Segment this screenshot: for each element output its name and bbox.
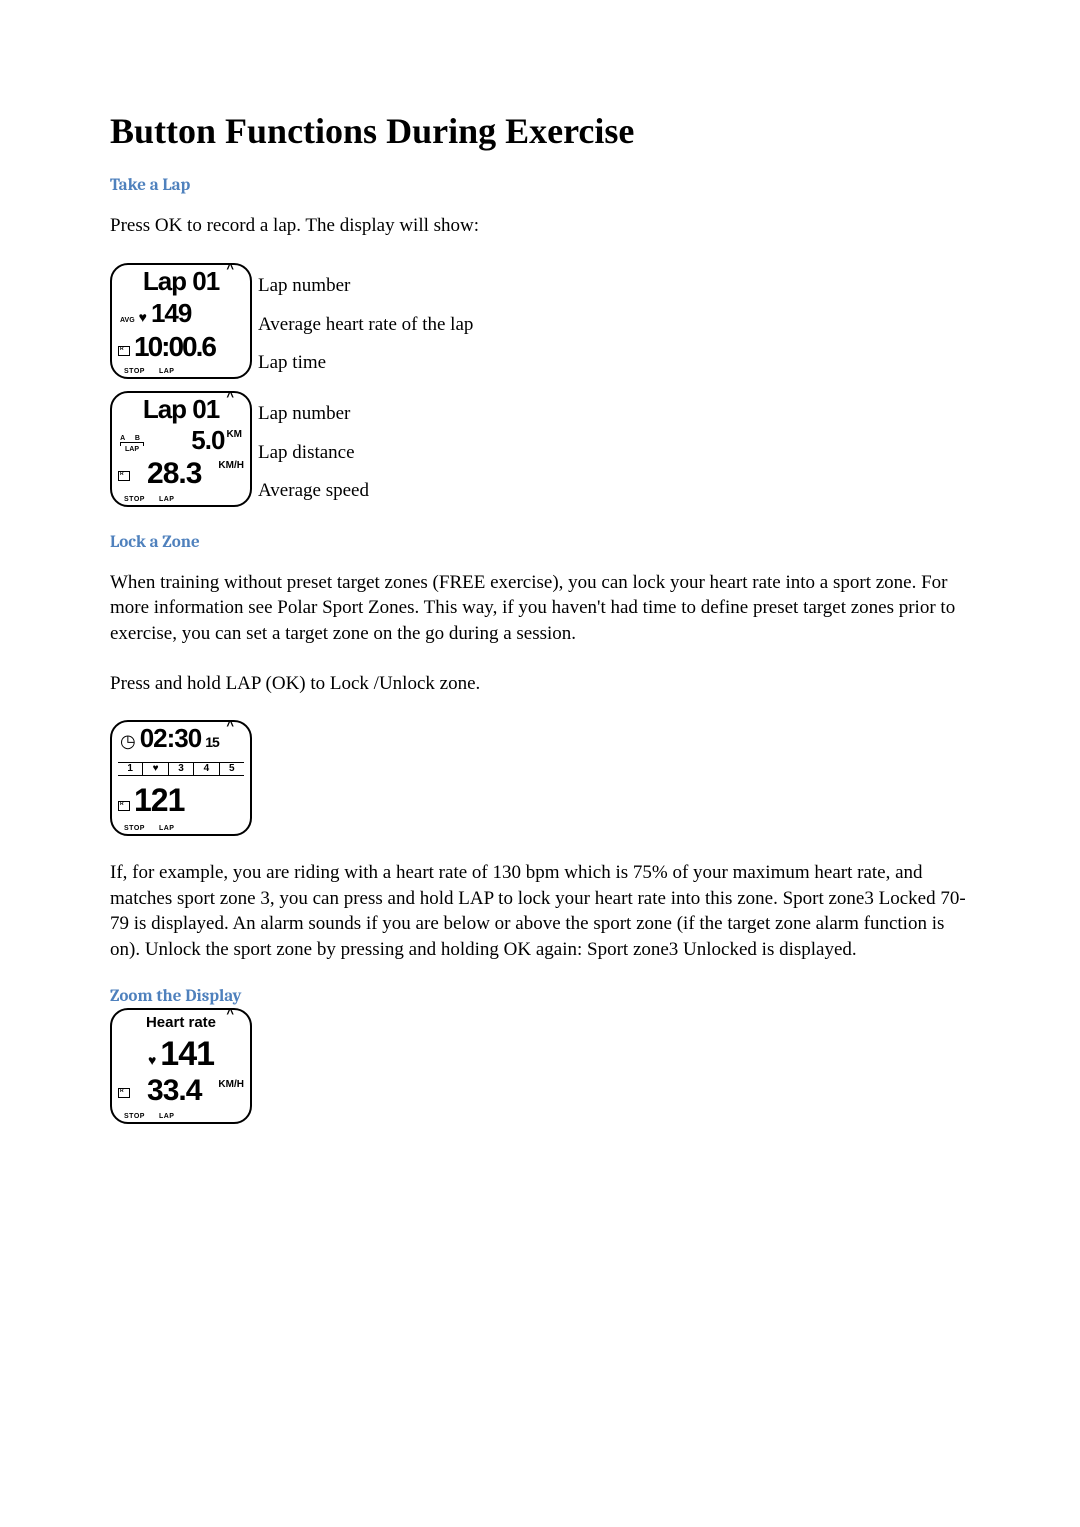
- lap-label: LAP: [159, 368, 175, 375]
- captions-lap1: Lap number Average heart rate of the lap…: [258, 263, 473, 387]
- stop-label: STOP: [124, 825, 145, 832]
- caret-icon: ^: [226, 262, 234, 275]
- zone-time-seconds: 15: [205, 736, 219, 749]
- clock-icon: ◷: [120, 731, 136, 752]
- figure-lap-screen-1: ^ Lap 01 AVG 149 10:00.6 STOP LAP Lap nu…: [110, 263, 970, 387]
- stop-label: STOP: [124, 496, 145, 503]
- lap-label: LAP: [159, 825, 175, 832]
- figure-zone-screen: ^ ◷ 02:30 15 1 ♥ 3 4 5 121 STOP LAP: [110, 720, 970, 836]
- lap-time-value: 10:00.6: [134, 334, 215, 361]
- zone-4: 4: [194, 763, 219, 775]
- section-heading-zoom: Zoom the Display: [110, 987, 970, 1006]
- caption-lap-number: Lap number: [258, 402, 369, 426]
- take-lap-intro: Press OK to record a lap. The display wi…: [110, 213, 970, 239]
- caret-icon: ^: [226, 1007, 234, 1020]
- figure-zoom-screen: ^ Heart rate 141 33.4 KM/H STOP LAP: [110, 1008, 970, 1124]
- lap-number-text: Lap 01: [118, 397, 244, 422]
- bottom-button-labels: STOP LAP: [118, 368, 244, 375]
- rec-icon: [118, 346, 130, 356]
- lap-label: LAP: [159, 496, 175, 503]
- zone-3: 3: [169, 763, 194, 775]
- zone-5: 5: [220, 763, 244, 775]
- avg-speed-value: 28.3: [147, 460, 201, 489]
- lap-distance-value: 5.0: [191, 428, 224, 453]
- stop-label: STOP: [124, 1113, 145, 1120]
- rec-icon: [118, 471, 130, 481]
- lap-small-label: LAP: [125, 446, 139, 453]
- captions-lap2: Lap number Lap distance Average speed: [258, 391, 369, 515]
- avg-label: AVG: [120, 317, 135, 324]
- lock-zone-p2: Press and hold LAP (OK) to Lock /Unlock …: [110, 671, 970, 697]
- lap-number-text: Lap 01: [118, 269, 244, 294]
- avg-hr-value: 149: [151, 301, 191, 326]
- caret-icon: ^: [226, 390, 234, 403]
- bottom-button-labels: STOP LAP: [118, 1113, 244, 1120]
- zone-hr-value: 121: [134, 785, 184, 815]
- rec-icon: [118, 1088, 130, 1098]
- zone-time-main: 02:30: [140, 726, 202, 751]
- bottom-button-labels: STOP LAP: [118, 825, 244, 832]
- zone-1: 1: [118, 763, 143, 775]
- heart-icon: [139, 309, 147, 327]
- km-unit: KM: [226, 429, 242, 440]
- caption-lap-number: Lap number: [258, 274, 473, 298]
- zoom-speed-value: 33.4: [147, 1077, 201, 1106]
- page-title: Button Functions During Exercise: [110, 110, 970, 152]
- device-display-lap2: ^ Lap 01 A B LAP 5.0 KM 28.3 KM/H: [110, 391, 252, 507]
- document-page: Button Functions During Exercise Take a …: [0, 0, 1080, 1168]
- zoom-hr-value: 141: [160, 1038, 214, 1070]
- bottom-button-labels: STOP LAP: [118, 496, 244, 503]
- figure-lap-screen-2: ^ Lap 01 A B LAP 5.0 KM 28.3 KM/H: [110, 391, 970, 515]
- stop-label: STOP: [124, 368, 145, 375]
- lap-label: LAP: [159, 1113, 175, 1120]
- caption-avg-speed: Average speed: [258, 479, 369, 503]
- ab-lap-icon: A B LAP: [120, 435, 144, 453]
- rec-icon: [118, 801, 130, 811]
- section-heading-take-lap: Take a Lap: [110, 176, 970, 195]
- lock-zone-p3: If, for example, you are riding with a h…: [110, 860, 970, 963]
- heart-icon: [148, 1049, 156, 1070]
- kmh-unit: KM/H: [218, 460, 244, 471]
- zone-2-heart-icon: ♥: [143, 763, 168, 775]
- kmh-unit: KM/H: [218, 1079, 244, 1090]
- device-display-zone: ^ ◷ 02:30 15 1 ♥ 3 4 5 121 STOP LAP: [110, 720, 252, 836]
- caption-lap-time: Lap time: [258, 351, 473, 375]
- zone-bar: 1 ♥ 3 4 5: [118, 762, 244, 776]
- ab-letters: A B: [120, 435, 144, 442]
- caption-avg-hr: Average heart rate of the lap: [258, 313, 473, 337]
- caption-lap-distance: Lap distance: [258, 441, 369, 465]
- device-display-lap1: ^ Lap 01 AVG 149 10:00.6 STOP LAP: [110, 263, 252, 379]
- section-heading-lock-zone: Lock a Zone: [110, 533, 970, 552]
- lock-zone-p1: When training without preset target zone…: [110, 570, 970, 647]
- device-display-zoom: ^ Heart rate 141 33.4 KM/H STOP LAP: [110, 1008, 252, 1124]
- zoom-title: Heart rate: [118, 1014, 244, 1031]
- caret-icon: ^: [226, 719, 234, 732]
